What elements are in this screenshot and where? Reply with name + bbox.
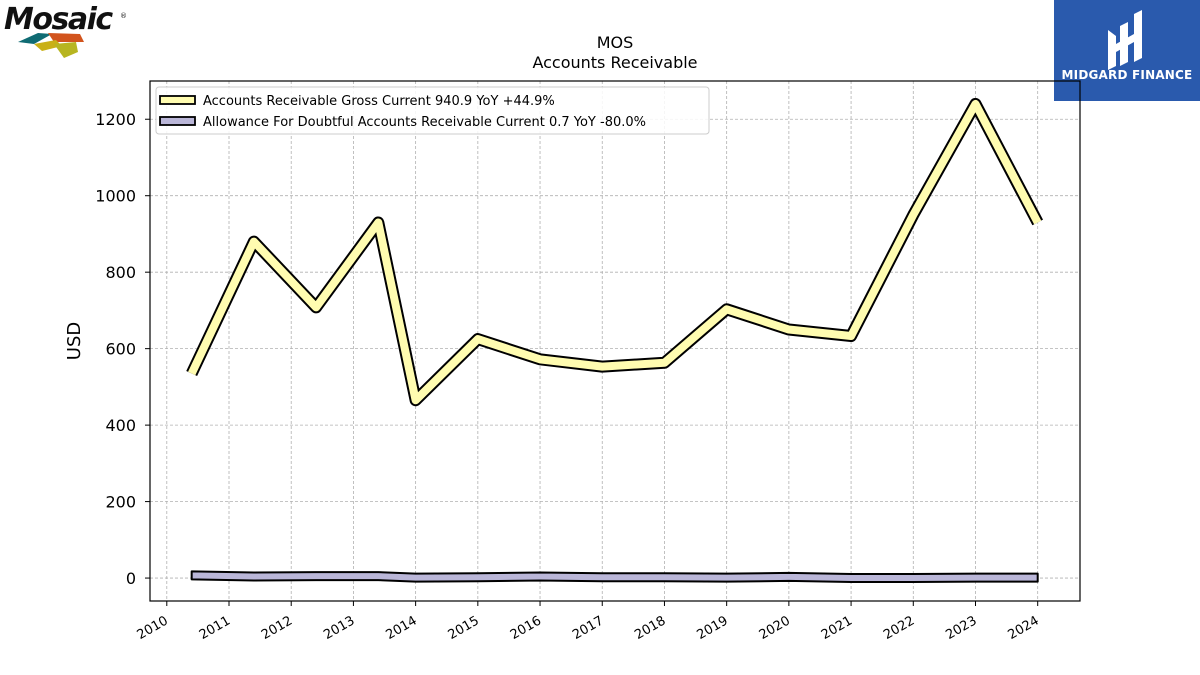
legend-label-0: Accounts Receivable Gross Current 940.9 … (203, 94, 555, 109)
y-tick-label: 800 (105, 263, 136, 282)
x-tick-label: 2021 (819, 613, 855, 643)
plot-frame (149, 80, 1081, 602)
y-tick-label: 600 (105, 340, 136, 359)
chart-subtitle: Accounts Receivable (532, 53, 697, 72)
legend-swatch-0 (159, 95, 196, 105)
series-line-outline-0 (186, 97, 1044, 407)
y-tick-label: 1000 (95, 187, 136, 206)
x-tick-label: 2022 (881, 613, 917, 643)
x-tick-label: 2012 (259, 613, 295, 643)
legend: Accounts Receivable Gross Current 940.9 … (155, 86, 710, 135)
mosaic-wordmark: Mosaic (4, 2, 113, 37)
mosaic-trademark: ® (120, 12, 127, 20)
x-tick-label: 2020 (757, 613, 793, 643)
x-tick-label: 2011 (197, 613, 233, 643)
x-tick-label: 2015 (446, 613, 482, 643)
x-tick-label: 2010 (135, 613, 171, 643)
y-tick-label: 200 (105, 493, 136, 512)
legend-box (155, 86, 710, 135)
mosaic-logo: Mosaic ® (4, 2, 128, 60)
chart-title: MOS (597, 33, 634, 52)
x-tick-label: 2013 (321, 613, 357, 643)
x-tick-label: 2024 (1006, 613, 1042, 643)
x-tick-label: 2019 (695, 613, 731, 643)
mosaic-tiles-icon (18, 33, 84, 58)
legend-swatch-1 (159, 116, 196, 126)
x-tick-label: 2018 (632, 613, 668, 643)
midgard-emblem-icon (1108, 10, 1142, 70)
y-axis-label: USD (64, 322, 85, 360)
series-line-0 (188, 99, 1042, 405)
y-tick-label: 0 (126, 569, 136, 588)
midgard-finance-logo: MIDGARD FINANCE (1054, 0, 1200, 101)
midgard-wordmark: MIDGARD FINANCE (1061, 68, 1193, 82)
y-tick-label: 1200 (95, 110, 136, 129)
x-tick-label: 2016 (508, 613, 544, 643)
x-tick-label: 2014 (383, 613, 419, 643)
legend-label-1: Allowance For Doubtful Accounts Receivab… (203, 115, 646, 130)
y-tick-label: 400 (105, 416, 136, 435)
x-tick-label: 2017 (570, 613, 606, 643)
series-band-1 (190, 570, 1039, 584)
x-tick-label: 2023 (943, 613, 979, 643)
